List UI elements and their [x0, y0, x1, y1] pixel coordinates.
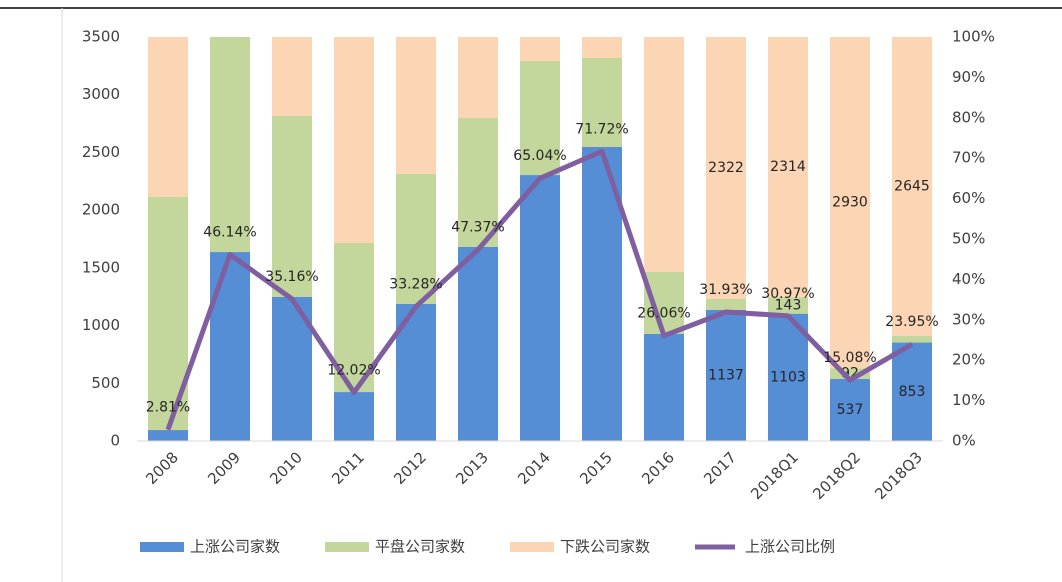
line-label: 47.37% [451, 220, 504, 236]
x-tick-label: 2011 [328, 448, 368, 488]
y2-tick-label: 100% [952, 28, 995, 46]
y2-tick-label: 50% [952, 230, 985, 248]
y2-tick-label: 10% [952, 391, 985, 409]
data-label: 2645 [894, 178, 930, 194]
bar-segment [706, 309, 746, 441]
bar-segment [210, 252, 250, 441]
legend-label: 平盘公司家数 [375, 538, 465, 556]
x-tick-label: 2015 [576, 448, 616, 488]
data-label: 1103 [770, 369, 806, 385]
y-tick-label: 1000 [82, 316, 120, 334]
bar-segment [396, 37, 436, 175]
y2-tick-label: 40% [952, 270, 985, 288]
bar-segment [334, 392, 374, 441]
legend-swatch [325, 542, 369, 552]
x-tick-label: 2012 [390, 448, 430, 488]
line-label: 15.08% [823, 350, 876, 366]
bar-segment [706, 299, 746, 310]
line-label: 23.95% [885, 314, 938, 330]
bar-segment [892, 335, 932, 343]
legend-label: 上涨公司家数 [190, 538, 280, 556]
bar-segment [830, 368, 870, 380]
bar-segment [582, 37, 622, 59]
bar-segment [520, 61, 560, 176]
y-tick-label: 0 [110, 432, 120, 450]
line-label: 46.14% [203, 225, 256, 241]
bars [148, 37, 932, 441]
line-label: 65.04% [513, 148, 566, 164]
bar-segment [892, 37, 932, 336]
data-label: 2322 [708, 160, 744, 176]
bar-segment [458, 37, 498, 119]
bar-segment [458, 246, 498, 441]
bar-segment [272, 37, 312, 116]
y2-tick-label: 70% [952, 149, 985, 167]
bar-segment [334, 37, 374, 244]
y2-tick-label: 60% [952, 189, 985, 207]
bar-segment [272, 115, 312, 297]
bar-segment [768, 37, 808, 298]
line-label: 71.72% [575, 121, 628, 137]
line-label: 2.81% [146, 400, 190, 416]
y-tick-label: 1500 [82, 258, 120, 276]
data-label: 853 [899, 384, 926, 400]
bar-segment [830, 37, 870, 369]
y2-tick-label: 0% [952, 432, 976, 450]
bar-segment [644, 272, 684, 334]
bar-segment [768, 297, 808, 314]
bar-segment [644, 333, 684, 441]
y2-tick-label: 20% [952, 351, 985, 369]
legend-swatch [140, 542, 184, 552]
x-tick-label: 2017 [700, 448, 740, 488]
legend-label: 下跌公司家数 [560, 538, 650, 556]
bar-segment [706, 37, 746, 300]
data-label: 537 [837, 402, 864, 418]
legend-label: 上涨公司比例 [745, 538, 835, 556]
data-label: 2314 [770, 159, 806, 175]
bar-segment [768, 313, 808, 441]
y-tick-label: 3500 [82, 28, 120, 46]
bar-segment [458, 118, 498, 247]
bar-segment [892, 342, 932, 441]
bar-segment [210, 37, 250, 253]
y-tick-label: 3000 [82, 85, 120, 103]
line-label: 30.97% [761, 286, 814, 302]
y-tick-label: 2500 [82, 143, 120, 161]
x-tick-label: 2013 [452, 448, 492, 488]
line-label: 33.28% [389, 277, 442, 293]
bar-segment [520, 37, 560, 62]
x-tick-label: 2018Q2 [809, 448, 864, 503]
data-label: 143 [775, 297, 802, 313]
x-tick-label: 2018Q3 [871, 448, 926, 503]
line-label: 31.93% [699, 282, 752, 298]
x-tick-label: 2018Q1 [747, 448, 802, 503]
bar-segment [830, 379, 870, 441]
line-label: 26.06% [637, 306, 690, 322]
bar-segment [644, 37, 684, 273]
data-label: 1137 [708, 367, 744, 383]
line-series [165, 148, 914, 431]
y-tick-label: 2000 [82, 201, 120, 219]
bar-segment [520, 175, 560, 441]
bar-segment [582, 58, 622, 148]
y-tick-label: 500 [91, 374, 120, 392]
bar-segment [334, 243, 374, 393]
y2-tick-label: 90% [952, 68, 985, 86]
x-tick-label: 2016 [638, 448, 678, 488]
bar-segment [148, 37, 188, 197]
bar-segment [148, 430, 188, 441]
data-label: 2930 [832, 195, 868, 211]
legend-swatch [510, 542, 554, 552]
x-tick-label: 2008 [142, 448, 182, 488]
line-label: 12.02% [327, 362, 380, 378]
y2-tick-label: 30% [952, 310, 985, 328]
bar-segment [396, 174, 436, 304]
x-tick-label: 2010 [266, 448, 306, 488]
y2-tick-label: 80% [952, 108, 985, 126]
x-tick-label: 2014 [514, 448, 554, 488]
x-tick-label: 2009 [204, 448, 244, 488]
line-label: 35.16% [265, 269, 318, 285]
